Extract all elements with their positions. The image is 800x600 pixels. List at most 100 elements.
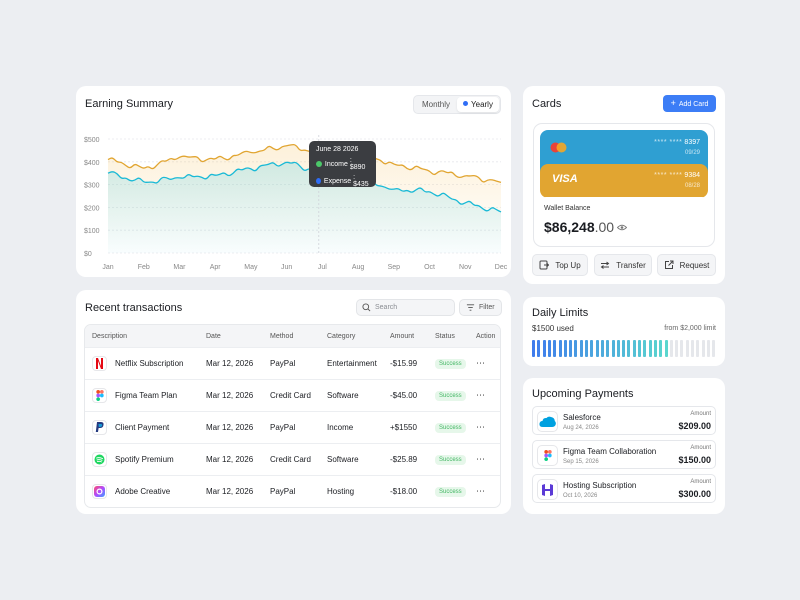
payment-amount: $150.00 xyxy=(678,455,711,465)
table-row[interactable]: Adobe Creative Mar 12, 2026 PayPal Hosting -… xyxy=(85,475,500,507)
add-card-label: Add Card xyxy=(678,101,709,108)
column-description[interactable]: Description xyxy=(92,332,128,340)
y-tick-label: $300 xyxy=(84,183,100,190)
upcoming-payment-item[interactable]: Salesforce Aug 24, 2026 Amount $209.00 xyxy=(532,406,716,435)
x-tick-label: Feb xyxy=(138,264,150,271)
limit-segment-filled xyxy=(585,340,588,357)
figma-icon xyxy=(537,445,558,466)
request-label: Request xyxy=(679,260,710,270)
cell-category: Hosting xyxy=(327,487,355,496)
column-category[interactable]: Category xyxy=(327,332,356,340)
salesforce-icon xyxy=(537,411,558,432)
limit-segment-filled xyxy=(632,340,636,357)
top-up-icon xyxy=(539,260,550,270)
limit-segment-empty xyxy=(696,340,700,357)
column-status[interactable]: Status xyxy=(435,332,455,340)
limit-total: from $2,000 limit xyxy=(664,325,716,332)
limit-segment-filled xyxy=(622,340,626,357)
eye-icon[interactable] xyxy=(617,224,627,231)
limit-segment-empty xyxy=(706,340,710,357)
cell-status: Success xyxy=(435,476,466,507)
monthly-toggle[interactable]: Monthly xyxy=(421,100,450,109)
earning-chart[interactable]: $0 $100 $200 $300 $400 $500 Jan Feb Mar Apr May Jun… xyxy=(76,86,511,277)
limit-segment-filled xyxy=(595,340,599,357)
series-line-income xyxy=(107,143,502,183)
add-card-button[interactable]: + Add Card xyxy=(663,95,716,112)
top-up-button[interactable]: Top Up xyxy=(532,254,588,276)
upcoming-payment-item[interactable]: Hosting Subscription Oct 10, 2026 Amount $3… xyxy=(532,474,716,503)
search-input[interactable]: Search xyxy=(356,299,455,316)
limit-segment-filled xyxy=(616,340,620,357)
search-icon xyxy=(362,303,371,312)
transactions-table: Description Date Method Category Amount … xyxy=(84,324,501,508)
transfer-button[interactable]: Transfer xyxy=(594,254,652,276)
column-method[interactable]: Method xyxy=(270,332,294,340)
plus-icon: + xyxy=(670,98,676,108)
limit-segment-filled xyxy=(542,340,546,357)
limit-segment-filled xyxy=(643,340,647,357)
wallet-balance-label: Wallet Balance xyxy=(544,205,591,212)
x-tick-label: Jul xyxy=(318,264,327,271)
upcoming-payment-item[interactable]: Figma Team Collaboration Sep 15, 2026 Amou… xyxy=(532,440,716,469)
limit-progress-bar xyxy=(532,340,716,357)
column-date[interactable]: Date xyxy=(206,332,221,340)
cell-status: Success xyxy=(435,348,466,379)
request-button[interactable]: Request xyxy=(657,254,716,276)
tooltip-expense-label: Expense xyxy=(323,177,352,185)
limit-segment-empty xyxy=(675,340,679,357)
cell-amount: -$18.00 xyxy=(390,487,418,496)
wallet-panel: Wallet Balance $86,248.00 xyxy=(540,197,708,241)
yearly-toggle[interactable]: Yearly xyxy=(457,97,499,112)
more-options-icon[interactable]: ⋯ xyxy=(476,390,485,400)
search-placeholder: Search xyxy=(375,304,398,311)
x-tick-label: May xyxy=(244,264,258,271)
x-tick-label: Sep xyxy=(388,264,401,271)
tooltip-income-label: Income xyxy=(324,160,348,168)
transaction-description: Netflix Subscription xyxy=(115,359,184,368)
cell-description: Client Payment xyxy=(92,412,169,443)
column-amount[interactable]: Amount xyxy=(390,332,415,340)
table-row[interactable]: Client Payment Mar 12, 2026 PayPal Income +$… xyxy=(85,411,500,443)
visa-logo: VISA xyxy=(552,173,578,185)
cell-amount: -$45.00 xyxy=(390,391,418,400)
card2-expiry: 08/28 xyxy=(684,183,700,189)
filter-button[interactable]: Filter xyxy=(459,299,502,316)
tooltip-date: June 28 2026 xyxy=(316,146,359,153)
limit-segment-empty xyxy=(691,340,694,357)
payment-name: Salesforce xyxy=(563,413,601,422)
table-header: Description Date Method Category Amount … xyxy=(85,325,500,347)
more-options-icon[interactable]: ⋯ xyxy=(476,486,485,496)
transaction-description: Adobe Creative xyxy=(115,487,171,496)
more-options-icon[interactable]: ⋯ xyxy=(476,358,485,368)
payment-name: Figma Team Collaboration xyxy=(563,447,657,456)
more-options-icon[interactable]: ⋯ xyxy=(476,422,485,432)
limit-segment-empty xyxy=(685,340,689,357)
cards-title: Cards xyxy=(532,98,562,110)
cell-date: Mar 12, 2026 xyxy=(206,487,254,496)
payment-amount-label: Amount xyxy=(690,445,711,451)
limit-segment-filled xyxy=(558,340,562,357)
table-row[interactable]: Spotify Premium Mar 12, 2026 Credit Card So… xyxy=(85,443,500,475)
status-badge: Success xyxy=(435,390,466,401)
recent-transactions-card: Recent transactions Search Filter Descri… xyxy=(76,290,511,514)
earning-summary-title: Earning Summary xyxy=(85,98,174,110)
status-badge: Success xyxy=(435,422,466,433)
cell-action: ⋯ xyxy=(476,380,485,411)
earning-summary-card: Earning Summary Monthly Yearly $0 $100 $20… xyxy=(76,86,511,277)
area-fill-expense xyxy=(108,162,501,253)
cell-amount: -$25.89 xyxy=(390,455,418,464)
more-options-icon[interactable]: ⋯ xyxy=(476,454,485,464)
cell-method: Credit Card xyxy=(270,391,311,400)
limit-segment-filled xyxy=(537,340,541,357)
x-tick-label: Apr xyxy=(210,264,222,271)
credit-card-visa[interactable]: VISA **** **** 9384 08/28 xyxy=(540,164,708,198)
x-tick-label: Oct xyxy=(424,264,435,271)
table-row[interactable]: Netflix Subscription Mar 12, 2026 PayPal En… xyxy=(85,347,500,379)
table-row[interactable]: Figma Team Plan Mar 12, 2026 Credit Card So… xyxy=(85,379,500,411)
payment-amount-label: Amount xyxy=(690,411,711,417)
cell-description: Netflix Subscription xyxy=(92,348,183,379)
limit-segment-filled xyxy=(653,340,657,357)
limit-segment-empty xyxy=(669,340,673,357)
cell-date: Mar 12, 2026 xyxy=(206,391,254,400)
cell-action: ⋯ xyxy=(476,476,485,507)
